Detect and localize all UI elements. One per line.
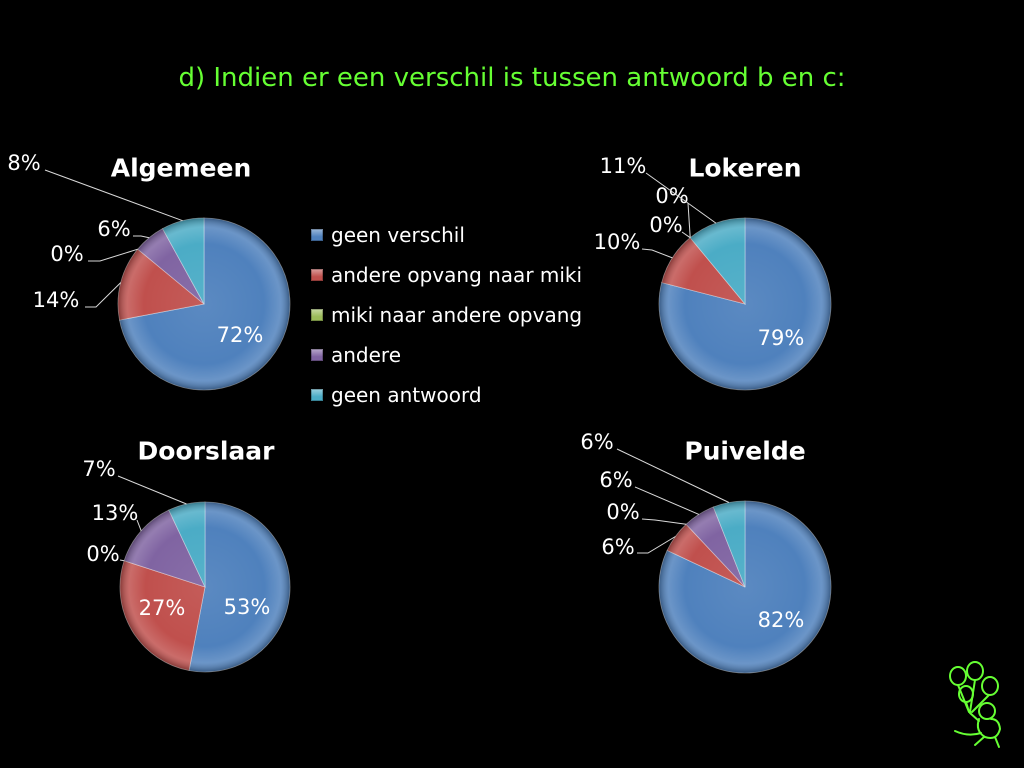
leader-line xyxy=(85,282,122,308)
leader-line xyxy=(88,248,138,262)
leader-line xyxy=(634,486,700,515)
data-label-geen-verschil: 82% xyxy=(758,608,805,632)
pie-slices xyxy=(658,500,832,674)
leader-line xyxy=(136,519,142,531)
slide-title: d) Indien er een verschil is tussen antw… xyxy=(178,63,846,93)
data-labels: 82% 6% 0% 6% 6% xyxy=(580,430,804,632)
legend-item-andere-opvang-naar-miki: andere opvang naar miki xyxy=(311,255,582,295)
data-labels: 72% 14% 0% 6% 8% xyxy=(7,151,263,347)
legend-label: geen verschil xyxy=(331,223,465,247)
pie-bevel-highlight xyxy=(659,218,831,390)
leader-line xyxy=(637,536,676,554)
leader-line xyxy=(645,172,717,224)
data-label-andere-opvang-naar-miki: 14% xyxy=(33,288,80,312)
legend-swatch xyxy=(311,229,323,241)
balloon xyxy=(949,666,967,686)
legend-item-andere: andere xyxy=(311,335,582,375)
data-label-geen-verschil: 72% xyxy=(217,323,264,347)
pie-chart-puivelde: Puivelde 82% 6% 0% 6% 6% xyxy=(580,430,832,674)
data-label-geen-antwoord: 7% xyxy=(82,457,115,481)
leader-line xyxy=(681,231,691,239)
legend-item-geen-antwoord: geen antwoord xyxy=(311,375,582,415)
leader-line xyxy=(687,202,691,238)
legend-label: geen antwoord xyxy=(331,383,482,407)
data-label-andere-opvang-naar-miki: 10% xyxy=(594,230,641,254)
chart-title: Lokeren xyxy=(688,154,801,183)
legend-swatch xyxy=(311,309,323,321)
pie-slices xyxy=(119,501,291,673)
leader-line xyxy=(44,169,183,222)
legend-swatch xyxy=(311,389,323,401)
legend-label: andere xyxy=(331,343,402,367)
data-label-geen-verschil: 79% xyxy=(758,326,805,350)
child-with-balloons-icon xyxy=(949,661,1001,748)
balloon-strings xyxy=(957,679,990,713)
legend-swatch xyxy=(311,269,323,281)
pie-chart-algemeen: Algemeen 72% 14% 0% 6% 8% xyxy=(7,151,291,391)
legend-swatch xyxy=(311,349,323,361)
pie-chart-doorslaar: Doorslaar 53% 27% 0% 13% 7% xyxy=(82,437,291,673)
pie-slices xyxy=(117,217,291,391)
leader-line xyxy=(117,475,187,505)
data-label-miki-naar-andere-opvang: 0% xyxy=(50,242,83,266)
legend-item-geen-verschil: geen verschil xyxy=(311,215,582,255)
pie-bevel-highlight xyxy=(118,218,290,390)
data-label-miki-naar-andere-opvang: 0% xyxy=(606,500,639,524)
legend-item-miki-naar-andere-opvang: miki naar andere opvang xyxy=(311,295,582,335)
child-body xyxy=(954,712,1001,748)
data-labels: 53% 27% 0% 13% 7% xyxy=(82,457,270,620)
data-labels: 79% 10% 0% 0% 11% xyxy=(594,154,805,350)
pie-chart-lokeren: Lokeren 79% 10% 0% 0% 11% xyxy=(594,154,832,391)
data-label-andere: 13% xyxy=(92,501,139,525)
pie-bevel-highlight xyxy=(120,502,290,672)
data-label-geen-antwoord: 6% xyxy=(580,430,613,454)
data-label-andere-opvang-naar-miki: 6% xyxy=(601,535,634,559)
chart-title: Algemeen xyxy=(111,154,252,183)
data-label-andere: 6% xyxy=(599,468,632,492)
balloon xyxy=(966,661,984,681)
balloon xyxy=(981,676,999,696)
data-label-andere-opvang-naar-miki: 27% xyxy=(139,596,186,620)
pie-bevel-highlight xyxy=(659,501,831,673)
child-head xyxy=(978,702,996,720)
chart-title: Puivelde xyxy=(684,437,805,466)
data-label-miki-naar-andere-opvang: 0% xyxy=(649,213,682,237)
leader-line xyxy=(119,559,125,562)
leader-line xyxy=(133,235,150,239)
data-label-geen-antwoord: 8% xyxy=(7,151,40,175)
leader-line xyxy=(641,518,687,525)
data-label-miki-naar-andere-opvang: 0% xyxy=(86,542,119,566)
data-label-geen-verschil: 53% xyxy=(224,595,271,619)
data-label-geen-antwoord: 11% xyxy=(600,154,647,178)
pie-slices xyxy=(658,217,832,391)
data-label-andere: 6% xyxy=(97,217,130,241)
data-label-andere: 0% xyxy=(655,184,688,208)
chart-title: Doorslaar xyxy=(138,437,276,466)
chart-legend: geen verschil andere opvang naar miki mi… xyxy=(311,215,582,415)
leader-line xyxy=(641,248,673,259)
leader-line xyxy=(616,448,730,503)
legend-label: miki naar andere opvang xyxy=(331,303,583,327)
legend-label: andere opvang naar miki xyxy=(331,263,583,287)
